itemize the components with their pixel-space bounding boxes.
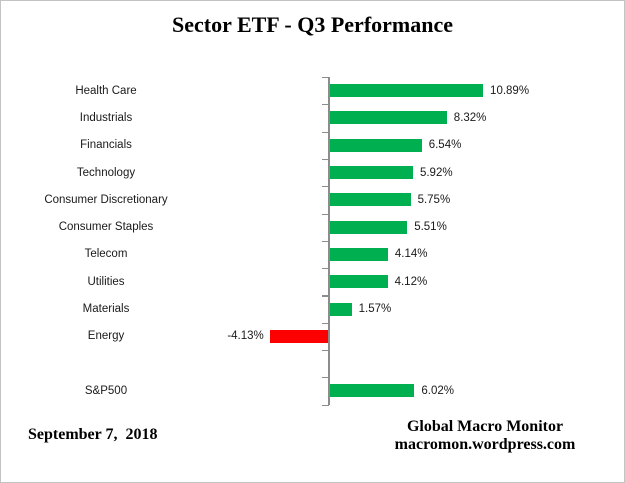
axis-tick — [322, 158, 329, 161]
source-name: Global Macro Monitor — [406, 418, 564, 435]
chart-title: Sector ETF - Q3 Performance — [171, 12, 453, 37]
bar — [329, 138, 422, 152]
value-label: 5.75% — [417, 193, 451, 206]
axis-tick — [322, 77, 329, 79]
axis-tick — [322, 322, 329, 324]
value-label: -4.13% — [227, 330, 264, 343]
bar — [329, 193, 411, 207]
date-label: September 7, 2018 — [28, 426, 158, 443]
axis-tick — [322, 404, 329, 406]
category-label: Financials — [80, 139, 132, 152]
value-label: 5.51% — [414, 221, 447, 234]
bar — [329, 84, 484, 98]
value-label: 5.92% — [419, 166, 453, 179]
category-label: Consumer Discretionary — [44, 193, 168, 206]
value-label: 6.54% — [428, 139, 462, 152]
bar — [329, 384, 415, 398]
axis-tick — [322, 377, 329, 379]
axis-tick — [322, 240, 329, 242]
bar — [329, 220, 408, 234]
value-label: 4.12% — [394, 275, 428, 288]
bar — [329, 247, 388, 261]
bar — [329, 111, 447, 125]
bar — [329, 275, 388, 289]
axis-tick — [322, 350, 329, 352]
category-label: Industrials — [79, 111, 133, 124]
bar — [329, 166, 413, 180]
category-label: Energy — [87, 330, 125, 343]
category-label: Telecom — [84, 248, 128, 261]
category-label: Materials — [82, 303, 130, 316]
bar — [329, 302, 352, 316]
value-label: 8.32% — [453, 111, 487, 124]
axis-tick — [322, 213, 329, 215]
source-url: macromon.wordpress.com — [394, 436, 576, 453]
category-label: Utilities — [87, 275, 125, 288]
value-label: 10.89% — [490, 84, 530, 97]
value-label: 1.57% — [358, 303, 392, 316]
category-label: Consumer Staples — [58, 221, 154, 234]
category-label: S&P500 — [84, 384, 128, 397]
value-label: 4.14% — [394, 248, 428, 261]
axis-tick — [322, 104, 329, 106]
axis-tick — [322, 295, 329, 297]
category-label: Technology — [76, 166, 136, 179]
axis-tick — [322, 186, 329, 188]
bar — [269, 329, 328, 343]
axis-tick — [322, 131, 329, 133]
value-label: 6.02% — [421, 384, 454, 397]
category-label: Health Care — [75, 84, 137, 97]
axis-tick — [322, 268, 329, 270]
source-block: Global Macro Monitor macromon.wordpress.… — [375, 418, 595, 454]
